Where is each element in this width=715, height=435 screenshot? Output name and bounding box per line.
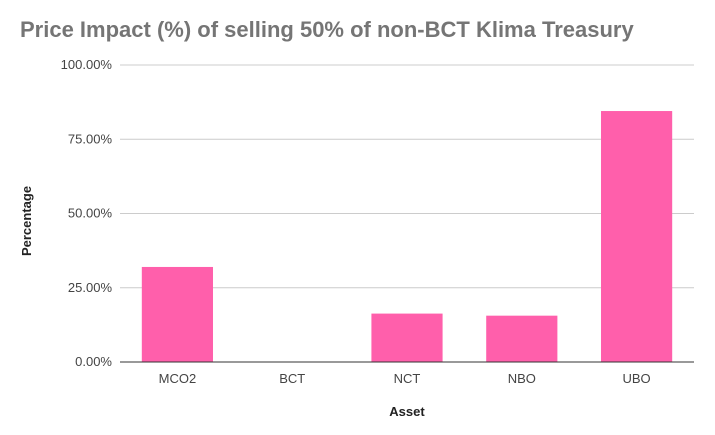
y-axis-ticks: 0.00% 25.00% 50.00% 75.00% 100.00% (61, 57, 113, 369)
y-tick-label: 0.00% (75, 354, 112, 369)
gridlines (120, 64, 694, 289)
y-tick-label: 75.00% (68, 131, 113, 146)
x-tick-label-mco2: MCO2 (159, 371, 197, 386)
bar-nbo (486, 315, 558, 362)
y-tick-label: 25.00% (68, 280, 113, 295)
x-tick-label-nbo: NBO (508, 371, 536, 386)
x-tick-label-ubo: UBO (623, 371, 651, 386)
bar-ubo (601, 111, 673, 362)
y-tick-label: 100.00% (61, 57, 113, 72)
bars (141, 111, 673, 362)
bar-mco2 (141, 266, 213, 362)
bar-nct (371, 313, 443, 362)
x-axis-title: Asset (389, 404, 425, 419)
y-axis-title: Percentage (19, 186, 34, 256)
x-tick-label-bct: BCT (279, 371, 305, 386)
chart-title: Price Impact (%) of selling 50% of non-B… (20, 17, 634, 42)
y-tick-label: 50.00% (68, 206, 113, 221)
x-axis-ticks: MCO2 BCT NCT NBO UBO (159, 371, 651, 386)
x-tick-label-nct: NCT (394, 371, 421, 386)
